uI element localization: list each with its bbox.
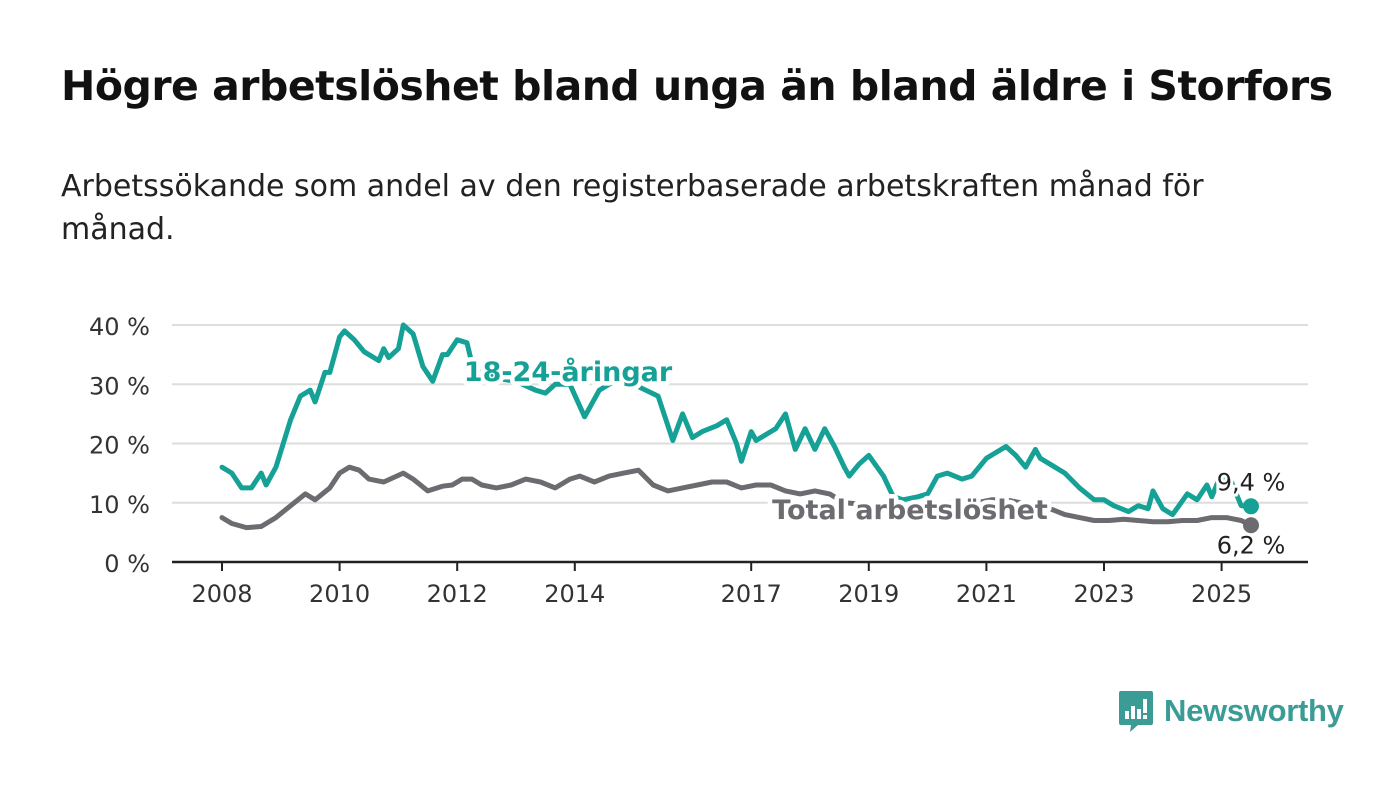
gridlines xyxy=(172,324,1308,504)
newsworthy-logo: Newsworthy xyxy=(1118,689,1344,733)
y-tick-label: 30 % xyxy=(89,372,150,400)
y-tick-label: 0 % xyxy=(104,550,150,578)
series-line-total xyxy=(219,464,1254,531)
x-tick-label: 2014 xyxy=(544,580,605,608)
x-tick-label: 2008 xyxy=(191,580,252,608)
chart-subtitle: Arbetssökande som andel av den registerb… xyxy=(61,169,1204,247)
chart-title: Högre arbetslöshet bland unga än bland ä… xyxy=(61,62,1333,110)
x-tick-label: 2021 xyxy=(956,580,1017,608)
newsworthy-logo-icon xyxy=(1119,691,1153,732)
x-axis: 2008 2010 2012 2014 2017 2019 2021 2023 2025 xyxy=(172,560,1308,608)
series-labels: 9,4 % 6,2 % 18-24-åringar Total arbetslöshe… xyxy=(459,352,1288,563)
x-tick-label: 2010 xyxy=(309,580,370,608)
series-line-youth xyxy=(219,322,1254,518)
x-tick-label: 2025 xyxy=(1191,580,1252,608)
y-tick-label: 40 % xyxy=(89,313,150,341)
x-tick-label: 2019 xyxy=(838,580,899,608)
y-tick-label: 10 % xyxy=(89,491,150,519)
x-tick-label: 2017 xyxy=(721,580,782,608)
x-tick-label: 2023 xyxy=(1073,580,1134,608)
y-axis-ticks: 0 % 10 % 20 % 30 % 40 % xyxy=(89,313,150,578)
series-name-label: Total arbetslöshet xyxy=(772,495,1048,526)
series-end-value-label: 6,2 % xyxy=(1217,531,1286,559)
series-end-value-label: 9,4 % xyxy=(1217,468,1286,496)
series-lines xyxy=(219,322,1259,534)
series-name-label: 18-24-åringar xyxy=(464,356,673,388)
x-tick-label: 2012 xyxy=(427,580,488,608)
series-end-point xyxy=(1243,517,1259,534)
brand-name: Newsworthy xyxy=(1164,693,1344,728)
series-end-point xyxy=(1243,498,1259,515)
y-tick-label: 20 % xyxy=(89,432,150,460)
